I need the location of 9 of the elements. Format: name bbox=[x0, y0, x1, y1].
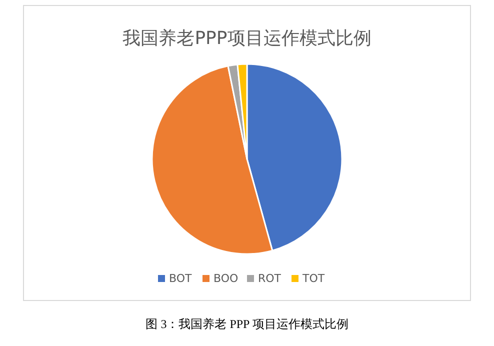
legend-label: ROT bbox=[258, 272, 282, 285]
caption: 图 3：我国养老 PPP 项目运作模式比例 bbox=[146, 317, 348, 331]
legend-label: BOO bbox=[214, 272, 239, 285]
pie-slice bbox=[151, 65, 274, 255]
pie-slice bbox=[246, 63, 343, 252]
legend-label: TOT bbox=[302, 272, 325, 285]
chart-title: 我国养老PPP项目运作模式比例 bbox=[122, 28, 372, 49]
pie-slice bbox=[236, 63, 248, 160]
legend-label: BOT bbox=[169, 272, 192, 285]
